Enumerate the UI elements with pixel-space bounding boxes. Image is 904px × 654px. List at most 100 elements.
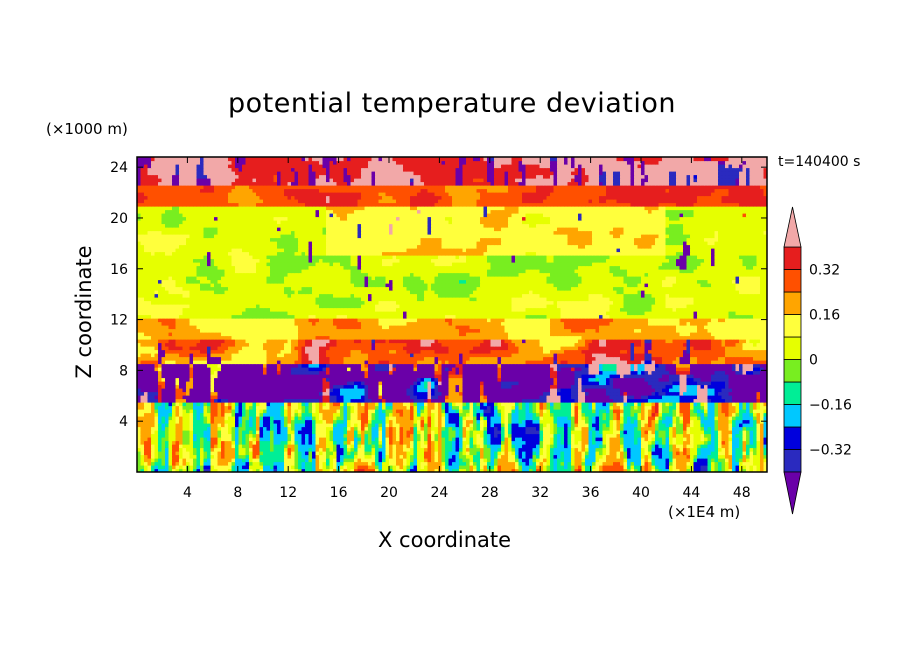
- heatmap-cell: [648, 426, 653, 431]
- heatmap-cell: [228, 461, 233, 466]
- heatmap-cell: [350, 423, 355, 428]
- heatmap-cell: [749, 440, 754, 445]
- heatmap-cell: [203, 461, 208, 466]
- heatmap-cell: [763, 444, 767, 449]
- heatmap-cell: [221, 377, 226, 382]
- heatmap-cell: [476, 395, 481, 400]
- heatmap-cell: [427, 458, 432, 463]
- heatmap-cell: [721, 433, 726, 438]
- heatmap-cell: [287, 437, 292, 442]
- heatmap-cell: [648, 465, 653, 470]
- heatmap-cell: [669, 405, 674, 410]
- heatmap-cell: [494, 416, 499, 421]
- heatmap-cell: [347, 405, 352, 410]
- heatmap-cell: [585, 416, 590, 421]
- heatmap-cell: [154, 419, 159, 424]
- heatmap-cell: [210, 451, 215, 456]
- heatmap-cell: [756, 451, 761, 456]
- heatmap-cell: [707, 433, 712, 438]
- heatmap-cell: [214, 384, 219, 389]
- heatmap-cell: [725, 409, 730, 414]
- heatmap-cell: [140, 402, 145, 407]
- heatmap-cell: [606, 377, 611, 382]
- heatmap-cell: [651, 458, 656, 463]
- heatmap-cell: [469, 465, 474, 470]
- heatmap-cell: [644, 440, 649, 445]
- heatmap-cell: [217, 433, 222, 438]
- heatmap-cell: [690, 409, 695, 414]
- heatmap-cell: [385, 461, 390, 466]
- heatmap-cell: [207, 409, 212, 414]
- heatmap-cell: [469, 419, 474, 424]
- heatmap-cell: [746, 447, 751, 452]
- heatmap-cell: [193, 395, 198, 400]
- heatmap-cell: [217, 454, 222, 459]
- heatmap-cell: [725, 430, 730, 435]
- heatmap-cell: [728, 388, 733, 393]
- heatmap-cell: [189, 461, 194, 466]
- heatmap-cell: [749, 405, 754, 410]
- heatmap-cell: [742, 423, 747, 428]
- heatmap-cell: [672, 423, 677, 428]
- heatmap-cell: [340, 409, 345, 414]
- heatmap-cell: [298, 454, 303, 459]
- heatmap-cell: [259, 423, 264, 428]
- heatmap-cell: [721, 381, 726, 386]
- heatmap-cell: [270, 465, 275, 470]
- heatmap-cell: [690, 391, 695, 396]
- heatmap-cell: [235, 412, 240, 417]
- heatmap-cell: [392, 398, 397, 403]
- heatmap-cell: [536, 405, 541, 410]
- heatmap-cell: [350, 454, 355, 459]
- heatmap-cell: [343, 388, 348, 393]
- heatmap-cell: [441, 468, 446, 472]
- heatmap-cell: [627, 468, 632, 472]
- heatmap-cell: [427, 412, 432, 417]
- heatmap-cell: [637, 384, 642, 389]
- heatmap-cell: [753, 426, 758, 431]
- heatmap-cell: [553, 419, 558, 424]
- heatmap-cell: [557, 447, 562, 452]
- heatmap-cell: [735, 405, 740, 410]
- heatmap-cell: [756, 395, 761, 400]
- heatmap-cell: [270, 409, 275, 414]
- heatmap-cell: [179, 447, 184, 452]
- heatmap-cell: [259, 433, 264, 438]
- heatmap-cell: [161, 433, 166, 438]
- heatmap-cell: [340, 447, 345, 452]
- heatmap-cell: [693, 398, 698, 403]
- heatmap-cell: [508, 402, 513, 407]
- heatmap-cell: [336, 388, 341, 393]
- heatmap-cell: [301, 416, 306, 421]
- heatmap-cell: [147, 468, 152, 472]
- heatmap-cell: [406, 395, 411, 400]
- heatmap-cell: [137, 458, 142, 463]
- heatmap-cell: [319, 451, 324, 456]
- heatmap-cell: [431, 416, 436, 421]
- heatmap-cell: [690, 405, 695, 410]
- heatmap-cell: [329, 402, 334, 407]
- heatmap-cell: [252, 430, 257, 435]
- heatmap-cell: [151, 444, 156, 449]
- heatmap-cell: [270, 395, 275, 400]
- heatmap-cell: [707, 451, 712, 456]
- heatmap-cell: [711, 447, 716, 452]
- heatmap-cell: [483, 405, 488, 410]
- heatmap-cell: [165, 437, 170, 442]
- heatmap-cell: [161, 461, 166, 466]
- heatmap-cell: [154, 430, 159, 435]
- heatmap-cell: [284, 468, 289, 472]
- heatmap-cell: [224, 426, 229, 431]
- heatmap-cell: [354, 451, 359, 456]
- heatmap-cell: [340, 381, 345, 386]
- heatmap-cell: [375, 440, 380, 445]
- heatmap-cell: [196, 444, 201, 449]
- heatmap-cell: [518, 465, 523, 470]
- heatmap-cell: [420, 440, 425, 445]
- heatmap-cell: [679, 451, 684, 456]
- heatmap-cell: [714, 377, 719, 382]
- heatmap-cell: [165, 458, 170, 463]
- heatmap-cell: [476, 430, 481, 435]
- heatmap-cell: [522, 437, 527, 442]
- heatmap-cell: [354, 377, 359, 382]
